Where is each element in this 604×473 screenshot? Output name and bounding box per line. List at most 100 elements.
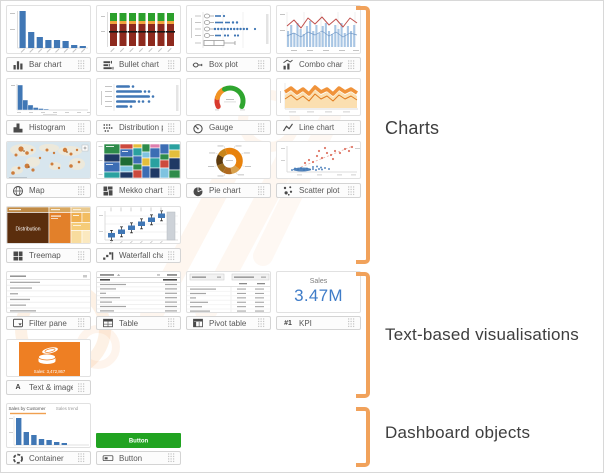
drag-handle-icon[interactable] [168, 59, 176, 70]
drag-handle-icon[interactable] [78, 453, 86, 464]
map-thumbnail[interactable] [6, 141, 91, 179]
distribution-plot-thumbnail[interactable] [96, 78, 181, 116]
drag-handle-icon[interactable] [78, 185, 86, 196]
asset-card-combo-chart[interactable]: Combo chart [276, 5, 361, 72]
histogram-thumbnail[interactable] [6, 78, 91, 116]
gauge-thumbnail[interactable] [186, 78, 271, 116]
filter-pane-card-footer[interactable]: Filter pane [6, 316, 91, 330]
asset-card-bar-chart[interactable]: Bar chart [6, 5, 91, 72]
drag-handle-icon[interactable] [78, 382, 86, 393]
drag-handle-icon[interactable] [168, 250, 176, 261]
line-chart-thumbnail[interactable] [276, 78, 361, 116]
container-thumbnail[interactable]: Sales by Customer Sales trend [6, 403, 91, 448]
card-label: Scatter plot [299, 186, 340, 195]
scatter-plot-thumbnail[interactable] [276, 141, 361, 179]
waterfall-chart-card-footer[interactable]: Waterfall chart [96, 248, 181, 263]
card-label: Table [119, 318, 139, 328]
asset-card-kpi[interactable]: Sales 3.47M #1 KPI [276, 271, 361, 330]
asset-card-map[interactable]: Map [6, 141, 91, 198]
waterfall-chart-thumbnail[interactable] [96, 206, 181, 244]
asset-card-bullet-chart[interactable]: Bullet chart [96, 5, 181, 72]
button-card-footer[interactable]: Button [96, 451, 181, 465]
asset-card-filter-pane[interactable]: Filter pane [6, 271, 91, 330]
drag-handle-icon[interactable] [348, 59, 356, 70]
bullet-chart-thumbnail[interactable] [96, 5, 181, 54]
gauge-card-footer[interactable]: Gauge [186, 120, 271, 135]
asset-card-container[interactable]: Sales by Customer Sales trend Container [6, 403, 91, 465]
asset-card-button[interactable]: Button Button [96, 403, 181, 465]
drag-handle-icon[interactable] [78, 318, 86, 329]
map-card-footer[interactable]: Map [6, 183, 91, 198]
mekko-chart-card-footer[interactable]: Mekko chart [96, 183, 181, 198]
filter-pane-thumbnail[interactable] [6, 271, 91, 313]
drag-handle-icon[interactable] [348, 122, 356, 133]
pie-chart-thumbnail[interactable] [186, 141, 271, 179]
bullet-chart-card-footer[interactable]: Bullet chart [96, 57, 181, 72]
kpi-thumbnail[interactable]: Sales 3.47M [276, 271, 361, 313]
pivot-table-card-footer[interactable]: Pivot table [186, 316, 271, 330]
bar-chart-thumbnail[interactable] [6, 5, 91, 54]
histogram-card-footer[interactable]: Histogram [6, 120, 91, 135]
asset-card-waterfall-chart[interactable]: Waterfall chart [96, 206, 181, 263]
drag-handle-icon[interactable] [348, 318, 356, 329]
drag-handle-icon[interactable] [168, 318, 176, 329]
asset-card-treemap[interactable]: Distribution Treemap [6, 206, 91, 263]
drag-handle-icon[interactable] [168, 122, 176, 133]
button-thumbnail[interactable]: Button [96, 403, 181, 448]
asset-card-pivot-table[interactable]: Pivot table [186, 271, 271, 330]
asset-card-gauge[interactable]: Gauge [186, 78, 271, 135]
table-card-footer[interactable]: Table [96, 316, 181, 330]
drag-handle-icon[interactable] [258, 122, 266, 133]
text-image-thumbnail[interactable]: Sales: 3,472,867 [6, 339, 91, 377]
asset-card-line-chart[interactable]: Line chart [276, 78, 361, 135]
scatter-plot-preview [281, 145, 360, 176]
asset-card-text-image[interactable]: Sales: 3,472,867 A Text & image [6, 339, 91, 395]
asset-card-pie-chart[interactable]: Pie chart [186, 141, 271, 198]
drag-handle-icon[interactable] [78, 59, 86, 70]
drag-handle-icon[interactable] [78, 122, 86, 133]
table-preview [97, 274, 180, 312]
asset-card-distribution-plot[interactable]: Distribution plot [96, 78, 181, 135]
map-preview [7, 142, 90, 178]
distribution-plot-card-footer[interactable]: Distribution plot [96, 120, 181, 135]
box-plot-card-footer[interactable]: Box plot [186, 57, 271, 72]
bar-chart-card-footer[interactable]: Bar chart [6, 57, 91, 72]
drag-handle-icon[interactable] [258, 318, 266, 329]
card-label: Map [29, 186, 45, 195]
line-chart-card-footer[interactable]: Line chart [276, 120, 361, 135]
scatter-plot-card-footer[interactable]: Scatter plot [276, 183, 361, 198]
combo-chart-thumbnail[interactable] [276, 5, 361, 54]
asset-card-table[interactable]: Table [96, 271, 181, 330]
bar-chart-preview [10, 11, 88, 53]
asset-card-scatter-plot[interactable]: Scatter plot [276, 141, 361, 198]
drag-handle-icon[interactable] [168, 453, 176, 464]
section-label-text-based: Text-based visualisations [385, 325, 579, 344]
pivot-table-thumbnail[interactable] [186, 271, 271, 313]
filter-pane-icon [12, 317, 24, 329]
treemap-card-footer[interactable]: Treemap [6, 248, 91, 263]
treemap-thumbnail[interactable]: Distribution [6, 206, 91, 244]
asset-card-box-plot[interactable]: Box plot [186, 5, 271, 72]
kpi-card-footer[interactable]: #1 KPI [276, 316, 361, 330]
card-label: Text & image [29, 383, 73, 392]
drag-handle-icon[interactable] [78, 250, 86, 261]
asset-card-mekko-chart[interactable]: Mekko chart [96, 141, 181, 198]
drag-handle-icon[interactable] [258, 185, 266, 196]
bullet-chart-icon [102, 59, 114, 71]
asset-card-histogram[interactable]: Histogram [6, 78, 91, 135]
card-label: KPI [299, 318, 312, 328]
scatter-plot-icon [282, 185, 294, 197]
container-preview: Sales by Customer Sales trend [8, 406, 89, 446]
drag-handle-icon[interactable] [258, 59, 266, 70]
table-thumbnail[interactable] [96, 271, 181, 313]
drag-handle-icon[interactable] [168, 185, 176, 196]
button-preview: Button [96, 433, 181, 448]
combo-chart-card-footer[interactable]: Combo chart [276, 57, 361, 72]
container-card-footer[interactable]: Container [6, 451, 91, 465]
mekko-chart-thumbnail[interactable] [96, 141, 181, 179]
map-icon [12, 185, 24, 197]
pie-chart-card-footer[interactable]: Pie chart [186, 183, 271, 198]
drag-handle-icon[interactable] [348, 185, 356, 196]
box-plot-thumbnail[interactable] [186, 5, 271, 54]
text-image-card-footer[interactable]: A Text & image [6, 380, 91, 395]
